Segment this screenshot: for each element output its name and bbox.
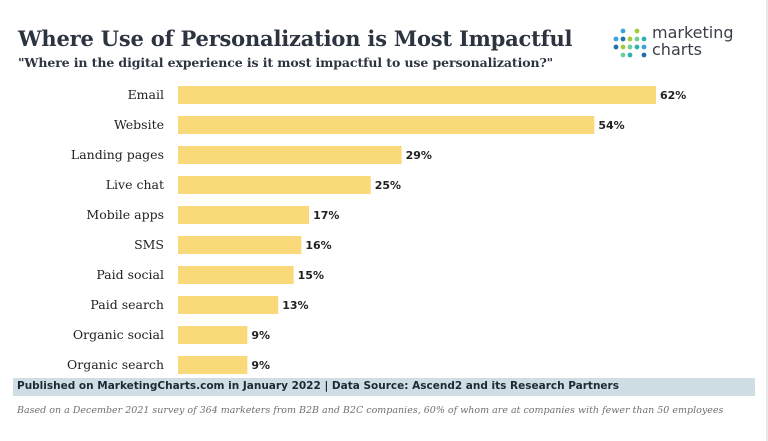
chart-subtitle: "Where in the digital experience is it m… — [18, 55, 554, 70]
value-label: 9% — [251, 329, 270, 342]
logo-dot — [620, 44, 626, 50]
bar — [178, 146, 402, 164]
category-label: Organic social — [73, 327, 164, 342]
source-text: Published on MarketingCharts.com in Janu… — [17, 380, 619, 392]
survey-footnote: Based on a December 2021 survey of 364 m… — [17, 405, 724, 416]
value-label: 25% — [375, 179, 401, 192]
value-label: 9% — [251, 359, 270, 372]
category-label: Email — [128, 87, 164, 102]
logo-line-1: marketing — [652, 23, 734, 42]
logo-dot — [627, 44, 633, 50]
bar — [178, 356, 248, 374]
value-label: 15% — [298, 269, 324, 282]
value-label: 16% — [305, 239, 331, 252]
category-label: SMS — [134, 237, 164, 252]
logo-wordmark: marketing charts — [652, 24, 734, 58]
source-bar: Published on MarketingCharts.com in Janu… — [13, 378, 755, 396]
logo-dot — [613, 36, 619, 42]
logo-dot — [641, 52, 647, 58]
logo-dot — [634, 44, 640, 50]
value-label: 13% — [282, 299, 308, 312]
logo-dot — [641, 44, 647, 50]
bar — [178, 296, 279, 314]
category-label: Landing pages — [71, 147, 164, 162]
value-label: 62% — [660, 89, 686, 102]
category-label: Website — [114, 117, 164, 132]
right-border — [766, 0, 768, 441]
bar-chart: Email 62% Website 54% Landing pages 29% Live c… — [67, 86, 686, 374]
bar — [178, 266, 294, 284]
logo-dot — [620, 52, 626, 58]
category-label: Live chat — [106, 177, 164, 192]
bar — [178, 176, 371, 194]
marketingcharts-logo: marketing charts — [612, 24, 762, 66]
logo-dot — [641, 36, 647, 42]
category-label: Mobile apps — [86, 207, 164, 222]
bar — [178, 236, 302, 254]
chart-title: Where Use of Personalization is Most Imp… — [18, 26, 573, 51]
logo-dot — [627, 36, 633, 42]
logo-dot — [620, 36, 626, 42]
bar — [178, 206, 310, 224]
category-label: Paid social — [96, 267, 164, 282]
logo-dot — [627, 52, 633, 58]
logo-dot — [620, 28, 626, 34]
logo-dots-icon — [613, 28, 647, 58]
logo-line-2: charts — [652, 40, 702, 59]
logo-dot — [634, 28, 640, 34]
bar — [178, 116, 595, 134]
value-label: 54% — [598, 119, 624, 132]
bar — [178, 86, 656, 104]
category-label: Organic search — [67, 357, 164, 372]
logo-dot — [634, 36, 640, 42]
bar — [178, 326, 248, 344]
logo-dot — [613, 44, 619, 50]
category-label: Paid search — [90, 297, 164, 312]
value-label: 29% — [406, 149, 432, 162]
value-label: 17% — [313, 209, 339, 222]
